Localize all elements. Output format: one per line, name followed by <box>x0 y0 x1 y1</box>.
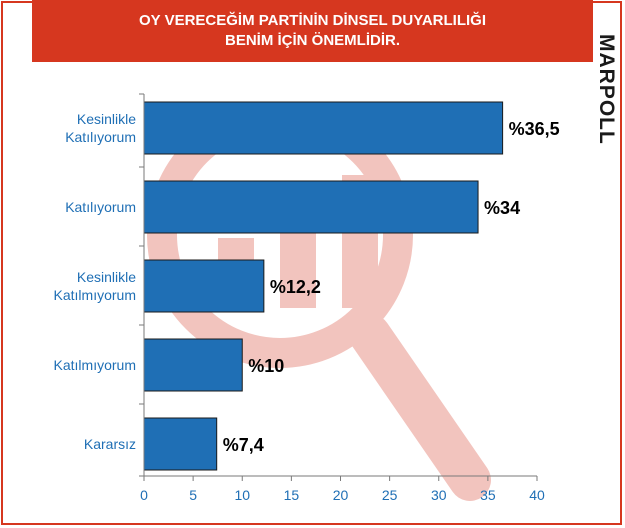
bar-3 <box>143 259 265 313</box>
category-label-2: Katılıyorum <box>65 199 136 215</box>
data-label-3: %12,2 <box>270 277 321 297</box>
bar-1 <box>143 101 504 155</box>
logo-text: MARPOLL <box>596 34 618 145</box>
category-label-3-line-2: Katılmıyorum <box>54 287 136 303</box>
chart-title-line-2: BENİM İÇİN ÖNEMLİDİR. <box>225 32 400 49</box>
category-label-5: Kararsız <box>84 436 136 452</box>
bar-5 <box>143 417 218 471</box>
data-label-2: %34 <box>484 198 520 218</box>
chart-title-line-1: OY VERECEĞİM PARTİNİN DİNSEL DUYARLILIĞI <box>139 12 486 29</box>
category-label-1-line-2: Katılıyorum <box>65 129 136 145</box>
data-label-1: %36,5 <box>509 119 560 139</box>
labels-group: %36,5 Kesinlikle Katılıyorum %34 Katılıyorum… <box>54 111 560 455</box>
x-tick-label-25: 25 <box>382 487 398 503</box>
data-label-5: %7,4 <box>223 435 264 455</box>
marpoll-logo: MARPOLL <box>596 34 618 145</box>
x-tick-label-10: 10 <box>234 487 250 503</box>
x-tick-label-5: 5 <box>189 487 197 503</box>
chart-title-banner: OY VERECEĞİM PARTİNİN DİNSEL DUYARLILIĞI… <box>32 0 593 62</box>
category-label-4: Katılmıyorum <box>54 357 136 373</box>
bar-2 <box>143 180 479 234</box>
x-tick-label-35: 35 <box>480 487 496 503</box>
x-tick-label-0: 0 <box>140 487 148 503</box>
x-tick-label-30: 30 <box>431 487 447 503</box>
data-label-4: %10 <box>248 356 284 376</box>
category-label-3-line-1: Kesinlikle <box>77 269 136 285</box>
watermark-handle <box>349 314 491 501</box>
x-tick-label-20: 20 <box>333 487 349 503</box>
axes-group: 0 5 10 15 20 25 30 35 40 <box>139 93 545 503</box>
x-tick-label-40: 40 <box>529 487 545 503</box>
bar-4 <box>143 338 243 392</box>
x-tick-label-15: 15 <box>284 487 300 503</box>
category-label-1-line-1: Kesinlikle <box>77 111 136 127</box>
bars-group <box>143 101 504 471</box>
